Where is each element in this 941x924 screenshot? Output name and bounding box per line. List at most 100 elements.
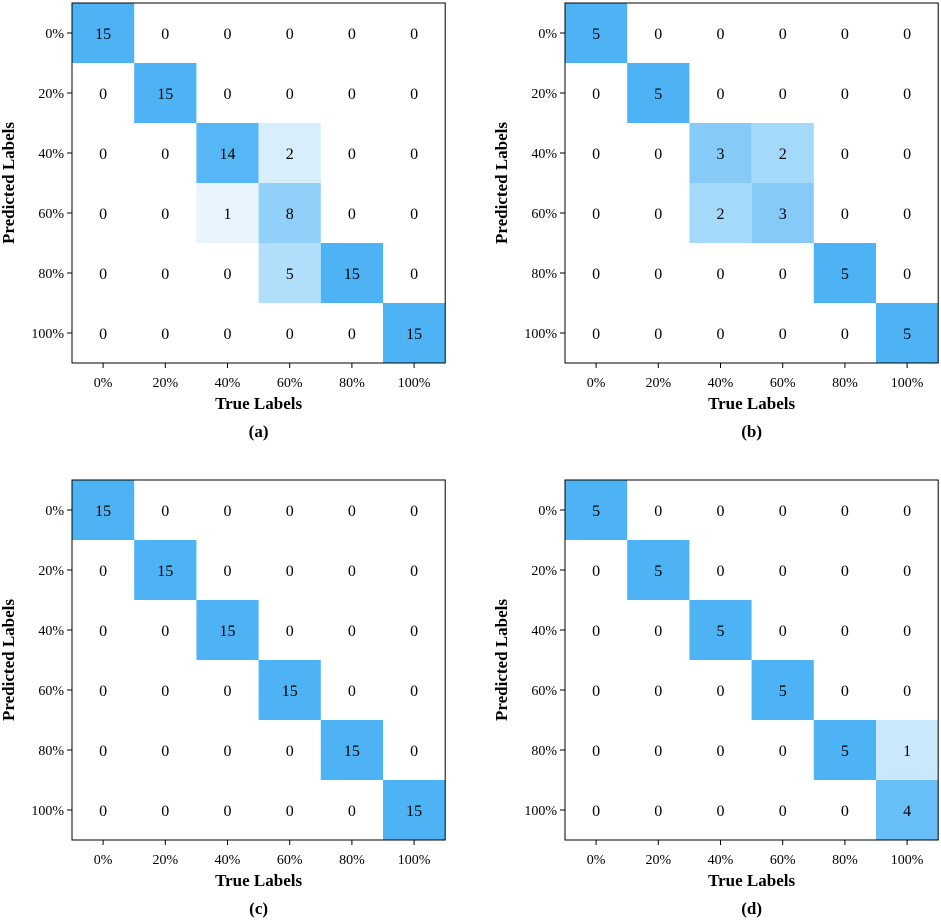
cell-value-label: 0 [592, 563, 600, 580]
cell-value-label: 0 [286, 326, 294, 343]
cell-value-label: 5 [592, 26, 600, 43]
cell-value-label: 0 [841, 503, 849, 520]
x-tick-label: 0% [94, 376, 113, 391]
x-axis-title: True Labels [215, 394, 302, 413]
heatmap-cell [751, 123, 814, 183]
cell-value-label: 0 [717, 683, 725, 700]
y-axis-title: Predicted Labels [492, 599, 511, 721]
cell-value-label: 0 [592, 206, 600, 223]
cell-value-label: 0 [410, 683, 418, 700]
cell-value-label: 0 [286, 86, 294, 103]
cell-value-label: 0 [224, 266, 232, 283]
cell-value-label: 0 [717, 503, 725, 520]
cell-value-label: 0 [410, 743, 418, 760]
y-tick-label: 40% [38, 624, 64, 639]
y-tick-label: 0% [45, 27, 64, 42]
x-axis-title: True Labels [708, 871, 795, 890]
heatmap-cell [876, 720, 939, 780]
cell-value-label: 0 [161, 266, 169, 283]
cell-value-label: 0 [592, 86, 600, 103]
x-tick-label: 40% [708, 853, 734, 868]
x-tick-label: 0% [94, 853, 113, 868]
x-tick-label: 0% [587, 853, 606, 868]
cell-value-label: 0 [410, 26, 418, 43]
cell-value-label: 0 [348, 683, 356, 700]
cell-value-label: 5 [717, 623, 725, 640]
cell-value-label: 0 [161, 206, 169, 223]
heatmap-cell [72, 480, 135, 540]
panel-caption: (d) [741, 899, 762, 918]
x-tick-label: 80% [339, 376, 365, 391]
cell-value-label: 0 [348, 26, 356, 43]
x-tick-label: 20% [645, 853, 671, 868]
y-axis-title: Predicted Labels [0, 122, 18, 244]
cell-value-label: 0 [286, 803, 294, 820]
cell-value-label: 0 [348, 146, 356, 163]
cell-value-label: 0 [99, 683, 107, 700]
x-axis-title: True Labels [708, 394, 795, 413]
cell-value-label: 1 [903, 743, 911, 760]
cell-value-label: 0 [348, 623, 356, 640]
cell-value-label: 0 [592, 683, 600, 700]
cell-value-label: 0 [717, 743, 725, 760]
x-tick-label: 100% [398, 376, 431, 391]
y-tick-label: 0% [538, 504, 557, 519]
cell-value-label: 0 [348, 503, 356, 520]
heatmap-cell [320, 720, 383, 780]
heatmap-cell [72, 3, 135, 63]
cell-value-label: 2 [779, 146, 787, 163]
heatmap-cell [813, 243, 876, 303]
cell-value-label: 0 [161, 26, 169, 43]
cell-value-label: 0 [99, 623, 107, 640]
cell-value-label: 0 [841, 623, 849, 640]
cell-value-label: 15 [344, 743, 360, 760]
cell-value-label: 0 [779, 623, 787, 640]
cell-value-label: 0 [841, 206, 849, 223]
cell-value-label: 0 [161, 503, 169, 520]
x-tick-label: 60% [770, 853, 796, 868]
panel-caption: (a) [249, 422, 269, 441]
cell-value-label: 0 [348, 803, 356, 820]
panel-c: 15 0 0 0 0 0 0 15 0 0 0 0 0 0 15 0 0 0 0 0 0 15 0 0 0 0 0 0 15 0 0 0 0 0 0… [0, 479, 446, 918]
cell-value-label: 15 [406, 326, 422, 343]
cell-value-label: 0 [224, 503, 232, 520]
cell-value-label: 15 [95, 26, 111, 43]
cell-value-label: 5 [654, 86, 662, 103]
heatmap-cell [876, 780, 939, 840]
heatmap-cell [320, 243, 383, 303]
x-tick-label: 60% [277, 853, 303, 868]
cell-value-label: 0 [224, 683, 232, 700]
cell-value-label: 5 [903, 326, 911, 343]
cell-value-label: 0 [779, 503, 787, 520]
x-tick-label: 80% [832, 376, 858, 391]
cell-value-label: 0 [592, 743, 600, 760]
cell-value-label: 0 [903, 623, 911, 640]
cell-value-label: 0 [410, 86, 418, 103]
cell-value-label: 0 [592, 266, 600, 283]
x-tick-label: 20% [645, 376, 671, 391]
heatmap-cell [627, 540, 690, 600]
cell-value-label: 0 [592, 803, 600, 820]
cell-value-label: 0 [161, 326, 169, 343]
cell-value-label: 0 [841, 26, 849, 43]
y-tick-label: 100% [524, 327, 557, 342]
cell-value-label: 0 [841, 563, 849, 580]
y-tick-label: 100% [31, 804, 64, 819]
cell-value-label: 5 [592, 503, 600, 520]
cell-value-label: 0 [592, 146, 600, 163]
plot-frame [564, 479, 939, 841]
cell-value-label: 0 [654, 26, 662, 43]
cell-value-label: 0 [841, 326, 849, 343]
cell-value-label: 0 [717, 803, 725, 820]
y-tick-label: 80% [531, 267, 557, 282]
cell-value-label: 0 [779, 326, 787, 343]
cell-value-label: 0 [224, 86, 232, 103]
y-tick-label: 40% [531, 147, 557, 162]
cell-value-label: 0 [348, 326, 356, 343]
heatmap-cell [258, 243, 321, 303]
cell-value-label: 0 [841, 803, 849, 820]
cell-value-label: 0 [99, 563, 107, 580]
cell-value-label: 0 [99, 146, 107, 163]
y-tick-label: 40% [531, 624, 557, 639]
